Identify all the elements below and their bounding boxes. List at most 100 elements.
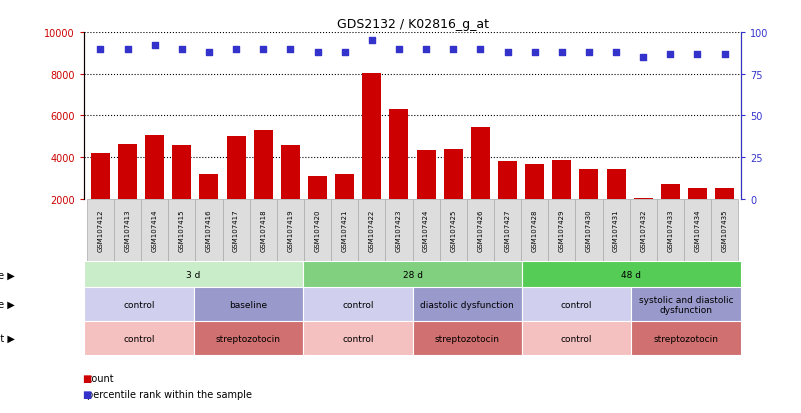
FancyBboxPatch shape — [631, 287, 741, 321]
Text: GSM107416: GSM107416 — [206, 209, 212, 252]
Bar — [553, 161, 571, 241]
Text: streptozotocin: streptozotocin — [654, 334, 718, 343]
FancyBboxPatch shape — [522, 321, 631, 355]
Point — [610, 50, 622, 56]
Text: GSM107428: GSM107428 — [532, 209, 537, 252]
Bar — [444, 150, 463, 241]
Bar — [715, 189, 735, 241]
Bar — [91, 154, 110, 241]
Point — [582, 50, 595, 56]
Point — [555, 50, 568, 56]
Title: GDS2132 / K02816_g_at: GDS2132 / K02816_g_at — [336, 17, 489, 31]
Text: GSM107414: GSM107414 — [151, 209, 158, 252]
Bar — [335, 174, 354, 241]
FancyBboxPatch shape — [521, 199, 548, 262]
Text: GSM107419: GSM107419 — [288, 209, 293, 252]
Text: count: count — [87, 373, 114, 383]
FancyBboxPatch shape — [195, 199, 223, 262]
FancyBboxPatch shape — [575, 199, 602, 262]
Text: GSM107429: GSM107429 — [559, 209, 565, 252]
Bar — [471, 128, 490, 241]
FancyBboxPatch shape — [413, 321, 522, 355]
Text: control: control — [342, 334, 373, 343]
Point — [501, 50, 514, 56]
Point — [474, 46, 487, 53]
Text: 3 d: 3 d — [187, 270, 201, 279]
FancyBboxPatch shape — [303, 321, 413, 355]
Text: GSM107434: GSM107434 — [694, 209, 701, 252]
Text: streptozotocin: streptozotocin — [215, 334, 281, 343]
FancyBboxPatch shape — [194, 321, 303, 355]
Bar — [254, 131, 272, 241]
FancyBboxPatch shape — [84, 262, 303, 287]
FancyBboxPatch shape — [657, 199, 684, 262]
FancyBboxPatch shape — [358, 199, 385, 262]
FancyBboxPatch shape — [467, 199, 494, 262]
Point — [392, 46, 405, 53]
Bar — [688, 189, 707, 241]
Bar — [606, 169, 626, 241]
Text: ■: ■ — [83, 389, 92, 399]
Text: GSM107430: GSM107430 — [586, 209, 592, 252]
Point — [718, 51, 731, 58]
FancyBboxPatch shape — [303, 262, 522, 287]
FancyBboxPatch shape — [413, 287, 522, 321]
Point — [365, 38, 378, 45]
Text: GSM107432: GSM107432 — [640, 209, 646, 252]
Text: streptozotocin: streptozotocin — [435, 334, 500, 343]
Bar — [199, 174, 219, 241]
Bar — [172, 145, 191, 241]
Point — [148, 43, 161, 50]
Text: GSM107435: GSM107435 — [722, 209, 727, 252]
Point — [664, 51, 677, 58]
Bar — [145, 136, 164, 241]
Text: baseline: baseline — [229, 300, 268, 309]
Bar — [417, 150, 436, 241]
Text: GSM107423: GSM107423 — [396, 209, 402, 252]
Text: control: control — [561, 300, 593, 309]
FancyBboxPatch shape — [303, 287, 413, 321]
Text: GSM107431: GSM107431 — [613, 209, 619, 252]
Bar — [118, 144, 137, 241]
Bar — [308, 176, 327, 241]
Point — [528, 50, 541, 56]
Point — [203, 50, 215, 56]
Text: control: control — [342, 300, 373, 309]
Text: GSM107412: GSM107412 — [98, 209, 103, 252]
FancyBboxPatch shape — [522, 262, 741, 287]
FancyBboxPatch shape — [494, 199, 521, 262]
Bar — [579, 169, 598, 241]
FancyBboxPatch shape — [440, 199, 467, 262]
FancyBboxPatch shape — [277, 199, 304, 262]
Text: GSM107417: GSM107417 — [233, 209, 239, 252]
FancyBboxPatch shape — [331, 199, 358, 262]
Point — [257, 46, 270, 53]
FancyBboxPatch shape — [84, 287, 194, 321]
Point — [94, 46, 107, 53]
Point — [284, 46, 297, 53]
Point — [175, 46, 188, 53]
FancyBboxPatch shape — [223, 199, 250, 262]
FancyBboxPatch shape — [250, 199, 277, 262]
FancyBboxPatch shape — [304, 199, 331, 262]
Text: diastolic dysfunction: diastolic dysfunction — [421, 300, 514, 309]
Bar — [362, 74, 381, 241]
Text: agent ▶: agent ▶ — [0, 333, 15, 343]
Text: GSM107418: GSM107418 — [260, 209, 266, 252]
Text: GSM107422: GSM107422 — [368, 209, 375, 252]
FancyBboxPatch shape — [711, 199, 739, 262]
FancyBboxPatch shape — [141, 199, 168, 262]
Bar — [525, 165, 544, 241]
FancyBboxPatch shape — [114, 199, 141, 262]
Text: ■: ■ — [83, 373, 92, 383]
Text: 48 d: 48 d — [622, 270, 642, 279]
FancyBboxPatch shape — [87, 199, 114, 262]
Text: control: control — [561, 334, 593, 343]
FancyBboxPatch shape — [631, 321, 741, 355]
FancyBboxPatch shape — [684, 199, 711, 262]
Text: GSM107426: GSM107426 — [477, 209, 483, 252]
Text: GSM107424: GSM107424 — [423, 209, 429, 252]
Point — [121, 46, 134, 53]
Point — [637, 55, 650, 61]
FancyBboxPatch shape — [194, 287, 303, 321]
